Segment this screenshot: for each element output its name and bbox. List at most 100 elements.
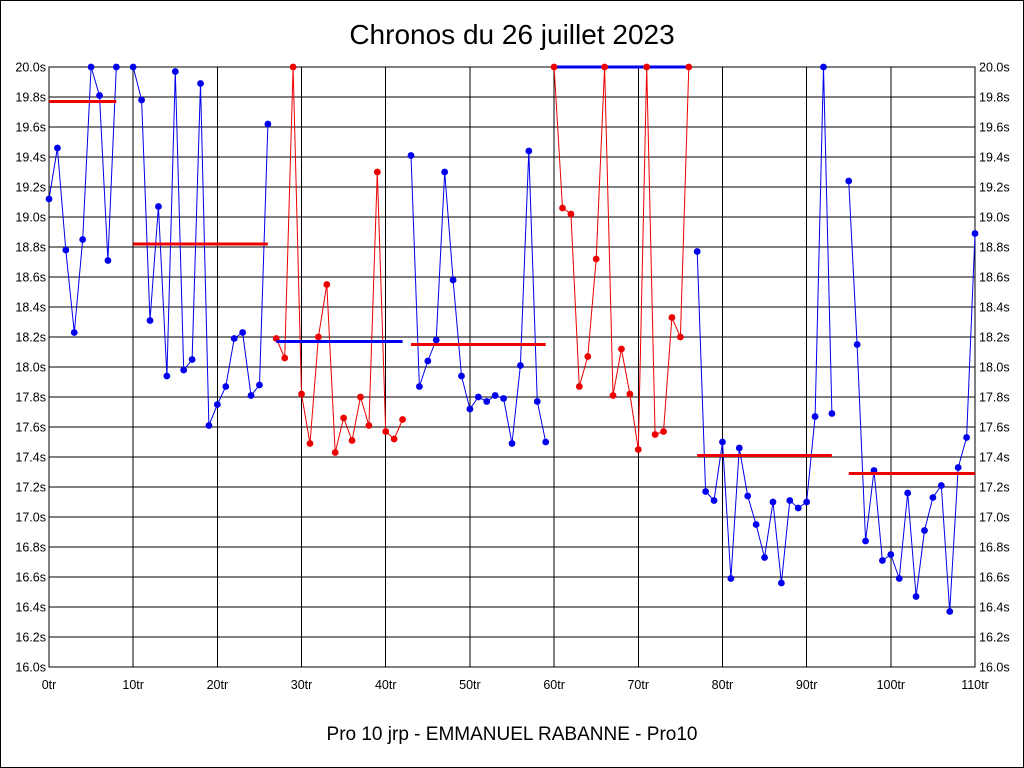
data-point bbox=[634, 446, 642, 453]
data-point bbox=[727, 575, 735, 582]
y-tick-label-right: 16.6s bbox=[979, 571, 1010, 585]
y-tick-label-right: 19.2s bbox=[979, 181, 1010, 195]
data-point bbox=[474, 393, 482, 401]
data-point bbox=[171, 68, 179, 75]
y-tick-label-left: 19.2s bbox=[15, 181, 46, 195]
data-point bbox=[382, 428, 390, 435]
y-tick-label-left: 16.6s bbox=[15, 571, 46, 585]
data-point bbox=[845, 177, 853, 185]
data-point bbox=[921, 527, 928, 534]
data-point bbox=[777, 579, 785, 587]
y-tick-label-right: 17.8s bbox=[979, 391, 1010, 405]
data-point bbox=[129, 63, 137, 71]
data-point bbox=[601, 63, 608, 71]
y-tick-label-left: 20.0s bbox=[15, 61, 46, 75]
data-point bbox=[180, 366, 188, 374]
data-point bbox=[575, 383, 583, 390]
data-point bbox=[340, 414, 348, 422]
data-point bbox=[62, 246, 70, 254]
data-point bbox=[500, 395, 507, 402]
y-tick-label-right: 17.2s bbox=[979, 481, 1010, 495]
y-tick-label-left: 18.4s bbox=[15, 301, 46, 315]
x-tick-label: 0tr bbox=[42, 678, 57, 692]
data-point bbox=[188, 356, 196, 363]
x-tick-label: 50tr bbox=[459, 678, 481, 692]
data-point bbox=[365, 422, 373, 429]
data-point bbox=[407, 152, 415, 159]
x-tick-label: 60tr bbox=[543, 678, 565, 692]
data-point bbox=[769, 498, 777, 506]
series-line bbox=[48, 66, 117, 333]
data-point bbox=[213, 401, 221, 408]
data-point bbox=[853, 341, 861, 348]
data-point bbox=[432, 336, 440, 344]
y-tick-label-left: 17.6s bbox=[15, 421, 46, 435]
data-point bbox=[912, 593, 920, 600]
data-point bbox=[710, 497, 718, 504]
data-point bbox=[138, 96, 146, 104]
data-point bbox=[879, 557, 886, 564]
data-point bbox=[567, 210, 575, 218]
data-point bbox=[954, 464, 962, 471]
data-point bbox=[458, 372, 465, 380]
data-point bbox=[693, 248, 701, 255]
data-point bbox=[559, 204, 566, 212]
data-point bbox=[424, 357, 432, 365]
y-tick-label-left: 17.4s bbox=[15, 451, 46, 465]
y-tick-label-left: 17.8s bbox=[15, 391, 46, 405]
data-point bbox=[971, 230, 979, 237]
data-point bbox=[660, 428, 667, 435]
data-point bbox=[45, 195, 53, 203]
x-tick-label: 30tr bbox=[291, 678, 313, 692]
data-point bbox=[508, 440, 516, 447]
data-point bbox=[719, 438, 726, 446]
data-point bbox=[946, 608, 954, 615]
data-point bbox=[794, 504, 802, 512]
data-point bbox=[786, 497, 794, 504]
data-point bbox=[702, 488, 710, 495]
data-point bbox=[197, 80, 204, 87]
data-point bbox=[904, 489, 912, 497]
data-point bbox=[744, 492, 752, 500]
data-point bbox=[314, 333, 322, 341]
x-tick-label: 40tr bbox=[375, 678, 397, 692]
x-tick-label: 100tr bbox=[877, 678, 906, 692]
data-point bbox=[491, 392, 499, 399]
data-point bbox=[281, 354, 289, 362]
data-point bbox=[820, 63, 827, 71]
y-tick-label-right: 20.0s bbox=[979, 61, 1010, 75]
y-tick-label-right: 17.0s bbox=[979, 511, 1010, 525]
data-point bbox=[618, 345, 625, 353]
data-point bbox=[205, 422, 213, 429]
data-point bbox=[289, 63, 297, 71]
data-point bbox=[609, 392, 617, 399]
data-point bbox=[357, 393, 364, 401]
data-point bbox=[963, 434, 970, 441]
y-tick-label-right: 18.2s bbox=[979, 331, 1010, 345]
y-tick-label-right: 17.6s bbox=[979, 421, 1010, 435]
data-point bbox=[449, 276, 457, 284]
chart-title: Chronos du 26 juillet 2023 bbox=[349, 19, 675, 50]
data-point bbox=[592, 255, 600, 263]
data-point bbox=[483, 398, 491, 405]
data-point bbox=[70, 329, 78, 336]
data-point bbox=[348, 437, 356, 444]
y-tick-label-right: 16.8s bbox=[979, 541, 1010, 555]
data-point bbox=[230, 335, 238, 342]
data-point bbox=[104, 257, 112, 264]
data-point bbox=[643, 63, 651, 71]
plot-border bbox=[48, 66, 976, 668]
x-tick-label: 110tr bbox=[961, 678, 989, 692]
data-point bbox=[584, 353, 592, 360]
data-point bbox=[416, 383, 423, 390]
y-tick-label-left: 19.8s bbox=[15, 91, 46, 105]
data-point bbox=[264, 120, 272, 128]
data-point bbox=[685, 63, 693, 71]
y-tick-label-left: 19.6s bbox=[15, 121, 46, 135]
data-point bbox=[542, 438, 550, 446]
data-point bbox=[626, 390, 634, 398]
data-point bbox=[517, 362, 524, 369]
data-point bbox=[146, 317, 154, 324]
series-line bbox=[696, 66, 833, 584]
